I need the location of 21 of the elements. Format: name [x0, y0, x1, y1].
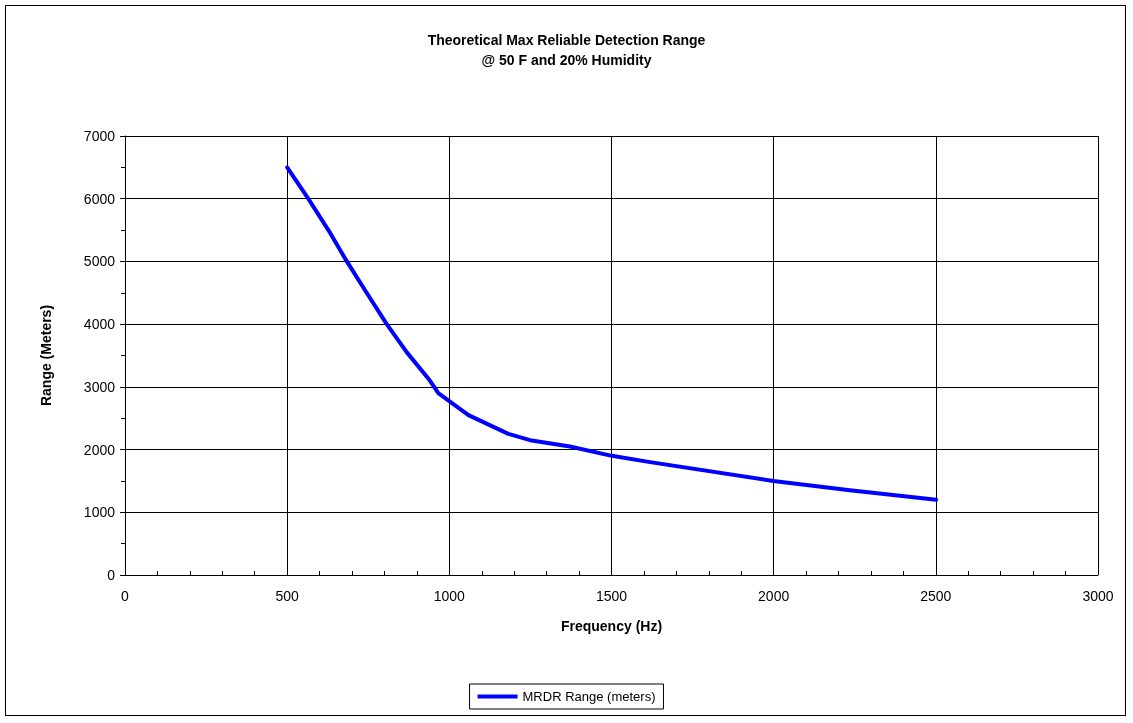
x-tick-label: 0 — [121, 588, 130, 604]
y-tick-label: 7000 — [83, 128, 116, 144]
x-tick-label: 500 — [275, 588, 300, 604]
y-tick-label: 3000 — [83, 378, 116, 395]
chart-title: Theoretical Max Reliable Detection Range — [427, 32, 706, 48]
x-tick-label: 3000 — [1082, 588, 1114, 604]
y-tick-label: 0 — [107, 567, 116, 583]
legend-label: MRDR Range (meters) — [522, 689, 656, 704]
y-axis-title: Range (Meters) — [38, 304, 54, 407]
x-axis-title: Frequency (Hz) — [560, 618, 663, 634]
x-tick-label: 1500 — [595, 588, 628, 604]
y-tick-label: 2000 — [83, 441, 116, 458]
chart-subtitle: @ 50 F and 20% Humidity — [481, 52, 652, 68]
line-series — [285, 165, 939, 502]
x-tick-label: 1000 — [433, 588, 466, 604]
y-tick-label: 6000 — [83, 190, 116, 207]
y-tick-label: 4000 — [83, 316, 116, 333]
y-tick-label: 1000 — [83, 504, 116, 521]
y-tick-label: 5000 — [83, 253, 116, 270]
x-tick-label: 2000 — [758, 588, 790, 604]
x-tick-label: 2500 — [920, 588, 952, 604]
